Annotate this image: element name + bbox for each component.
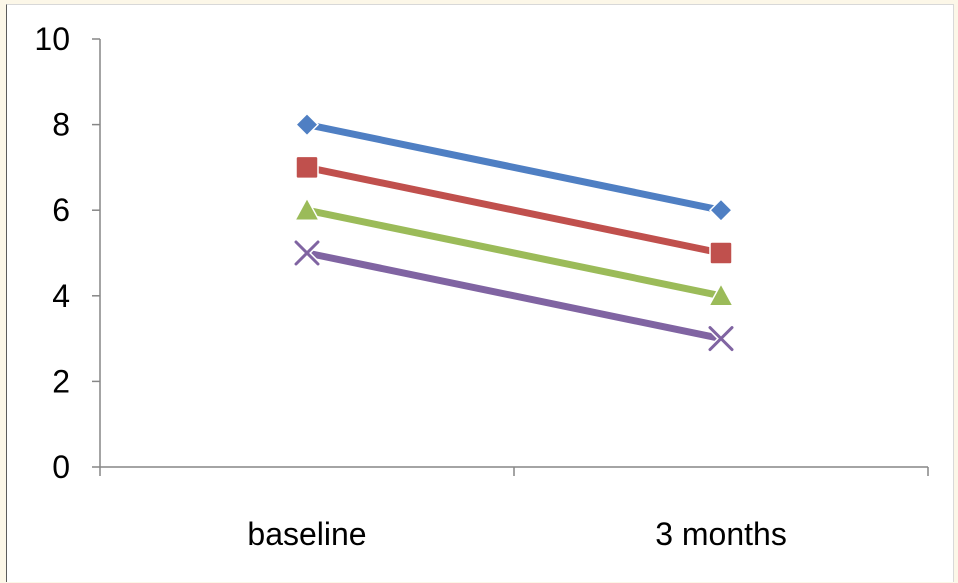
- data-point-triangle: [293, 196, 321, 221]
- series-line: [303, 249, 725, 343]
- data-point-x: [293, 239, 321, 267]
- series-line: [303, 121, 725, 214]
- axes: 0 2 4 6 8 10 baseline 3 months: [34, 21, 929, 552]
- chart-frame: 0 2 4 6 8 10 baseline 3 months: [6, 4, 954, 582]
- series-lines: [303, 121, 725, 343]
- data-point-diamond: [708, 198, 734, 223]
- data-point-diamond: [294, 112, 320, 137]
- data-point-triangle: [707, 282, 735, 307]
- series-line: [303, 163, 725, 257]
- x-tick-label: 3 months: [655, 516, 787, 552]
- y-tick-label: 8: [52, 107, 70, 143]
- data-point-square: [709, 241, 733, 265]
- data-point-square: [295, 155, 319, 180]
- data-point-x: [707, 324, 735, 353]
- y-tick-label: 0: [52, 449, 70, 485]
- series-line: [303, 206, 725, 300]
- line-chart: 0 2 4 6 8 10 baseline 3 months: [34, 21, 929, 552]
- y-tick-label: 6: [52, 192, 70, 228]
- y-tick-label: 4: [52, 278, 70, 314]
- x-tick-label: baseline: [247, 516, 366, 552]
- y-tick-label: 2: [52, 363, 70, 399]
- y-tick-label: 10: [34, 21, 70, 57]
- series-markers: [293, 112, 735, 353]
